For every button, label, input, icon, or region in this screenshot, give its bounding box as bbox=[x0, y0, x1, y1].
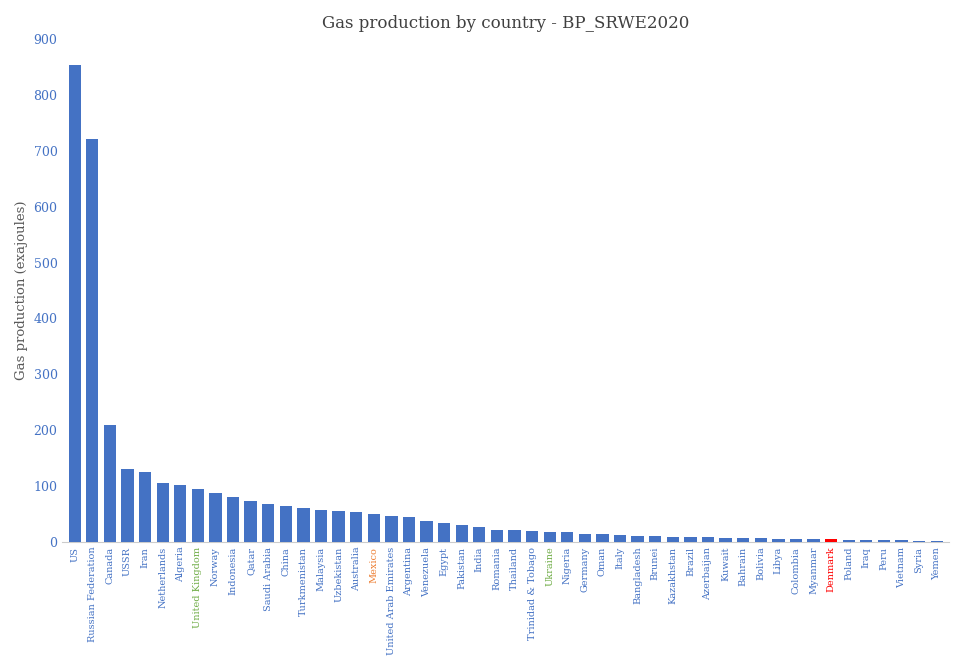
Bar bbox=[930, 541, 943, 542]
Bar bbox=[333, 511, 345, 542]
Bar bbox=[649, 536, 661, 542]
Bar bbox=[350, 513, 362, 542]
Bar bbox=[772, 539, 785, 542]
Bar bbox=[456, 525, 468, 542]
Bar bbox=[843, 539, 855, 542]
Bar bbox=[508, 530, 521, 542]
Bar bbox=[68, 66, 81, 542]
Bar bbox=[561, 533, 574, 542]
Bar bbox=[878, 540, 890, 542]
Bar bbox=[825, 539, 838, 542]
Y-axis label: Gas production (exajoules): Gas production (exajoules) bbox=[15, 201, 28, 381]
Bar bbox=[808, 539, 819, 542]
Bar bbox=[578, 533, 591, 542]
Bar bbox=[913, 541, 925, 542]
Bar bbox=[526, 531, 538, 542]
Bar bbox=[438, 523, 450, 542]
Bar bbox=[174, 486, 186, 542]
Bar bbox=[420, 521, 433, 542]
Bar bbox=[473, 527, 486, 542]
Bar bbox=[367, 514, 380, 542]
Bar bbox=[755, 538, 767, 542]
Bar bbox=[860, 540, 872, 542]
Bar bbox=[896, 541, 908, 542]
Bar bbox=[386, 516, 397, 542]
Bar bbox=[544, 532, 556, 542]
Bar bbox=[121, 469, 134, 542]
Bar bbox=[227, 497, 239, 542]
Bar bbox=[684, 537, 697, 542]
Bar bbox=[702, 537, 714, 542]
Bar bbox=[86, 139, 98, 542]
Bar bbox=[192, 489, 204, 542]
Bar bbox=[790, 539, 802, 542]
Bar bbox=[491, 529, 503, 542]
Bar bbox=[667, 537, 679, 542]
Bar bbox=[737, 538, 749, 542]
Bar bbox=[614, 535, 627, 542]
Bar bbox=[631, 536, 644, 542]
Bar bbox=[297, 509, 309, 542]
Bar bbox=[156, 483, 169, 542]
Bar bbox=[139, 472, 151, 542]
Bar bbox=[597, 534, 608, 542]
Bar bbox=[209, 492, 222, 542]
Bar bbox=[403, 517, 415, 542]
Bar bbox=[104, 425, 116, 542]
Bar bbox=[315, 510, 327, 542]
Bar bbox=[262, 504, 275, 542]
Title: Gas production by country - BP_SRWE2020: Gas production by country - BP_SRWE2020 bbox=[322, 15, 689, 32]
Bar bbox=[280, 506, 292, 542]
Bar bbox=[719, 538, 732, 542]
Bar bbox=[245, 501, 256, 542]
